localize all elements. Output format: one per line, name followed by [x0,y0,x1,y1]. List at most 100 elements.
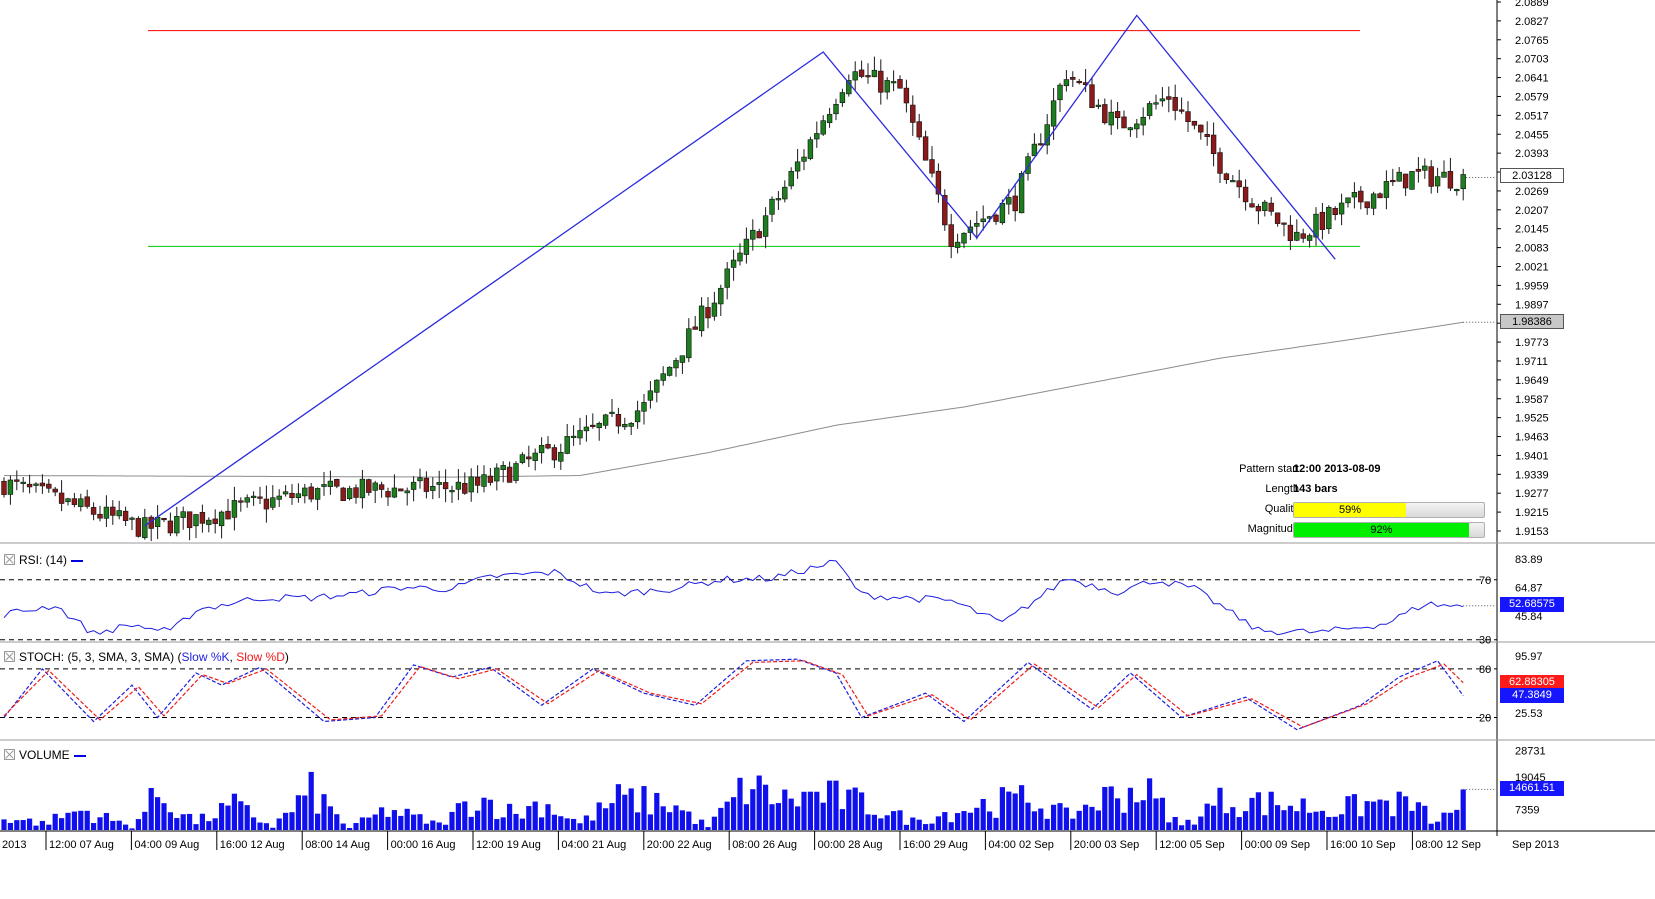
candle-body [807,139,814,159]
volume-bar [404,808,410,830]
x-tick-label: 20:00 03 Sep [1074,839,1139,851]
candle-body [404,490,410,494]
volume-bar [679,810,685,830]
candle-body [455,481,462,490]
volume-bar [1339,814,1345,830]
candle-body [430,486,436,491]
candle-body [698,305,705,332]
volume-bar [52,813,58,830]
candle-body [916,121,922,138]
candle-body [1268,202,1274,212]
candle-body [110,506,116,516]
price-tick-label: 1.9959 [1515,280,1549,292]
volume-bar [1211,805,1217,830]
volume-bar [270,827,276,830]
volume-bar [129,828,135,830]
candle-body [353,487,359,498]
candle-body [282,491,289,495]
volume-bar [532,801,538,830]
candle-body [1287,224,1294,242]
candle-body [564,436,570,454]
candle-body [442,482,449,490]
volume-bar [878,818,884,830]
price-tick-label: 2.0579 [1515,91,1549,103]
volume-bar [1428,823,1434,830]
volume-bar [308,771,314,830]
candle-body [647,390,654,401]
volume-bar [750,789,756,830]
stoch-level-label: 20 [1479,712,1491,724]
volume-bar [1121,812,1127,830]
volume-bar [1063,807,1069,830]
price-tick-label: 1.9215 [1515,507,1549,519]
candle-body [794,161,801,172]
candle-body [372,482,378,491]
volume-bar [718,807,724,830]
volume-bar [372,814,378,830]
candle-body [1383,181,1390,198]
magnitude-value: 92% [1370,524,1393,536]
candle-body [1025,156,1031,174]
volume-bar [807,791,813,830]
close-box-icon[interactable] [4,554,15,565]
volume-bar [884,815,890,830]
candle-body [327,480,334,487]
candle-body [122,510,129,521]
volume-bar [507,803,513,830]
candle-body [1012,195,1018,212]
candle-body [321,484,327,487]
volume-bar [180,814,186,830]
candle-body [961,232,967,244]
price-tick-label: 1.9587 [1515,394,1549,406]
volume-bar [206,821,212,830]
volume-bar [1230,807,1236,830]
candle-body [622,424,628,428]
x-tick-label: 20:00 22 Aug [647,839,712,851]
candle-body [1370,193,1377,209]
price-tick-label: 2.0207 [1515,205,1549,217]
close-box-icon[interactable] [4,749,15,760]
rsi-legend-swatch [71,559,84,562]
volume-bar [571,818,577,830]
volume-bar [955,813,961,830]
volume-bar [385,816,391,830]
volume-bar [1294,811,1300,830]
volume-bar [1076,810,1082,830]
candle-body [871,69,878,78]
x-tick-label: 08:00 14 Aug [305,839,370,851]
volume-bar [1422,805,1428,830]
candle-body [897,79,903,89]
x-tick-label: 12:00 05 Sep [1159,839,1224,851]
candle-body [788,171,794,187]
candle-body [922,136,929,161]
candle-body [1454,188,1460,192]
volume-bar [577,823,583,830]
candle-body [385,491,391,498]
candle-body [1358,190,1364,203]
x-tick-label: 00:00 09 Sep [1245,839,1310,851]
candle-body [910,104,916,123]
volume-bar [257,822,263,830]
candle-body [295,493,302,499]
candle-body [193,514,199,527]
volume-bar [20,820,26,830]
volume-pane-label: VOLUME [4,748,86,762]
candle-body [481,474,487,487]
volume-bar [1057,803,1063,830]
candle-body [78,498,84,507]
rsi-tick-label: 83.89 [1515,554,1543,566]
volume-bar [1255,792,1261,830]
candle-body [673,360,679,369]
magnitude-row: Magnitude 92% [1215,520,1495,540]
candle-body [314,488,321,500]
volume-bar [1236,817,1242,830]
candle-body [1255,206,1262,212]
candle-body [1044,124,1050,146]
volume-bar [923,824,929,830]
candle-body [1230,180,1236,183]
candle-body [1146,103,1153,116]
candle-body [692,326,698,330]
volume-bar [334,814,340,830]
close-box-icon[interactable] [4,651,15,662]
